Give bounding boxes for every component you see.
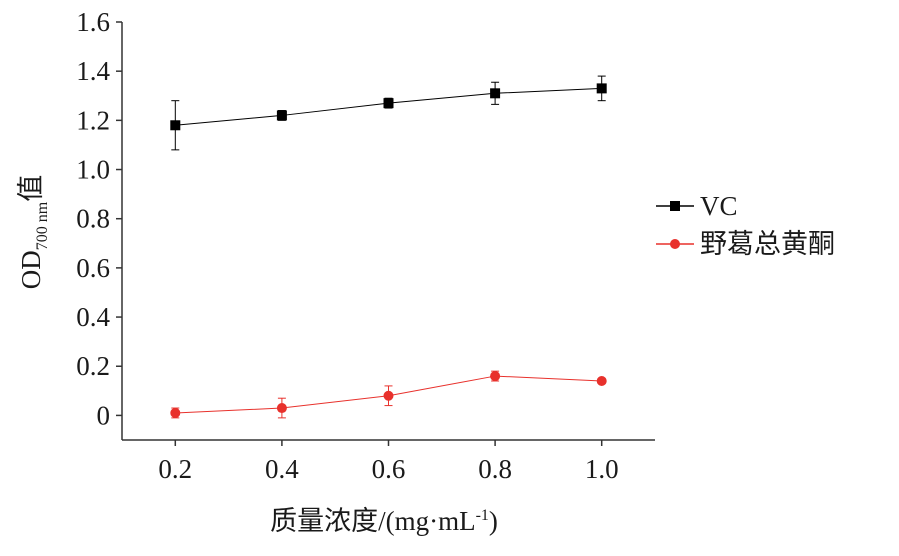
data-point: [276, 110, 287, 121]
data-point: [596, 375, 607, 386]
data-point: [276, 403, 287, 414]
x-tick-label: 0.8: [478, 454, 512, 484]
legend: VC 野葛总黄酮: [656, 191, 835, 259]
data-point: [596, 83, 607, 94]
y-tick-label: 1.6: [76, 7, 110, 37]
x-axis-title-superscript: -1: [476, 507, 489, 524]
data-point: [490, 88, 501, 99]
legend-item: VC: [656, 191, 738, 221]
data-point: [490, 371, 501, 382]
y-tick-label: 0.6: [76, 253, 110, 283]
data-point: [383, 98, 394, 109]
series-layer: [170, 75, 607, 419]
x-tick-label: 0.4: [265, 454, 299, 484]
y-tick-label: 0.8: [76, 204, 110, 234]
x-tick-label: 0.6: [372, 454, 406, 484]
data-point: [170, 120, 181, 131]
y-tick-label: 0: [97, 400, 111, 430]
y-tick-label: 1.4: [76, 56, 110, 86]
legend-marker: [670, 239, 680, 249]
legend-marker: [670, 201, 680, 211]
y-tick-label: 0.2: [76, 351, 110, 381]
axes: 0 0.2 0.4 0.6 0.8 1.0 1.2 1.4 1.6 0.2 0.4 0.6 0.8 1.0: [76, 7, 655, 484]
y-axis-title-subscript: 700 nm: [34, 201, 51, 250]
x-axis-title-end: ): [489, 506, 498, 536]
legend-label: 野葛总黄酮: [700, 229, 835, 259]
y-tick-label: 1.2: [76, 105, 110, 135]
y-tick-label: 0.4: [76, 302, 110, 332]
x-tick-label: 1.0: [585, 454, 619, 484]
x-tick-label: 0.2: [158, 454, 192, 484]
series-vc: [170, 75, 607, 151]
legend-label: VC: [700, 191, 738, 221]
legend-item: 野葛总黄酮: [656, 229, 835, 259]
series-pueraria-flavonoids: [170, 370, 607, 419]
data-point: [170, 407, 181, 418]
y-axis-title: OD700 nm值: [16, 175, 51, 289]
data-point: [383, 390, 394, 401]
y-axis-title-end: 值: [16, 175, 46, 202]
y-axis-title-main: OD: [16, 250, 46, 289]
x-axis-title: 质量浓度/(mg·mL-1): [270, 506, 498, 536]
x-axis-title-main: 质量浓度/(mg·mL: [270, 506, 475, 536]
y-tick-label: 1.0: [76, 155, 110, 185]
